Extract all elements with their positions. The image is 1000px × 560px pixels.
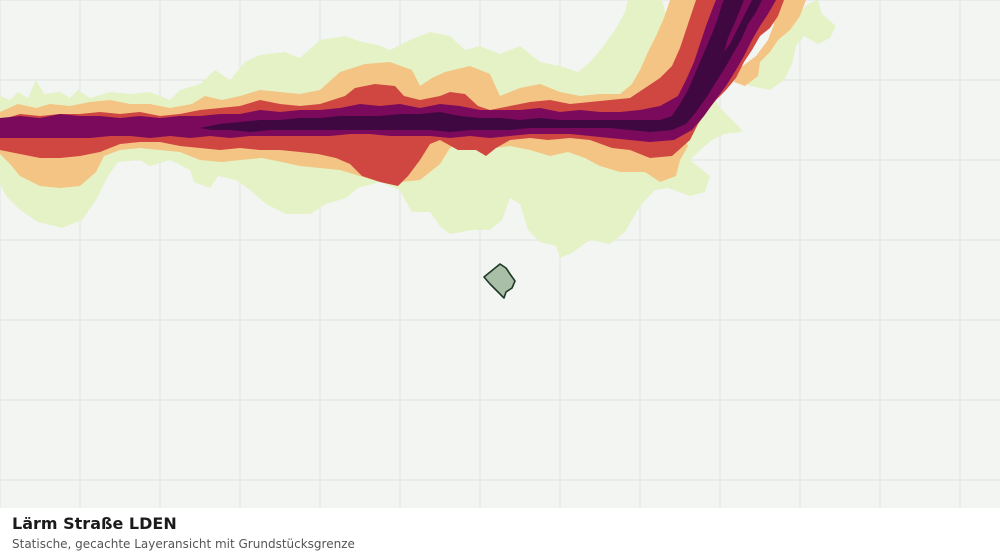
noise-band-4 [0, 0, 776, 142]
noise-band-3 [0, 0, 784, 186]
noise-band-4-area [0, 0, 776, 142]
layer-subtitle: Statische, gecachte Layeransicht mit Gru… [12, 537, 355, 551]
noise-band-2-area-ne [734, 0, 806, 86]
noise-band-1-area-ne [738, 0, 836, 90]
map-view[interactable] [0, 0, 1000, 508]
noise-band-3-area [0, 0, 784, 186]
noise-band-4-inner-streak [724, 0, 752, 52]
parcel-boundary[interactable] [483, 263, 516, 299]
layer-info-footer: Lärm Straße LDEN Statische, gecachte Lay… [0, 508, 1000, 560]
layer-title: Lärm Straße LDEN [12, 514, 177, 533]
noise-band-5 [200, 0, 762, 132]
noise-map-canvas[interactable] [0, 0, 1000, 508]
